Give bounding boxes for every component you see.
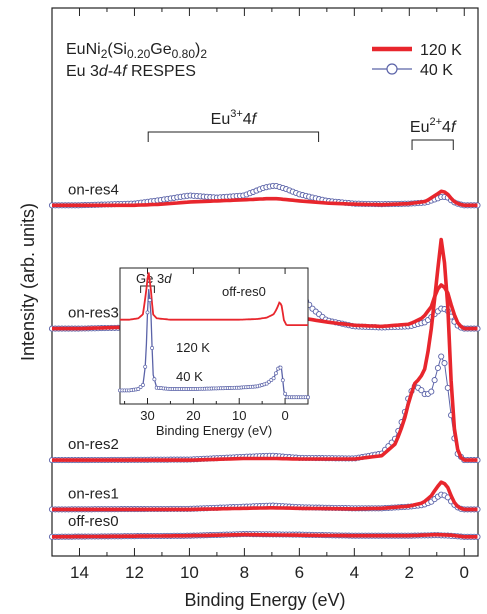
- inset-series-point-40-k: [271, 376, 276, 381]
- inset-x-tick-label: 0: [281, 408, 288, 423]
- inset-series-line-120-k: [120, 272, 308, 326]
- spectrum-label-on-res3: on-res3: [68, 305, 119, 322]
- series-120k-line-on-res2: [52, 237, 478, 462]
- inset-series-point-40-k: [283, 391, 288, 396]
- inset-x-axis-label: Binding Energy (eV): [156, 423, 272, 438]
- inset-series-point-40-k: [306, 395, 310, 400]
- series-40k-point: [441, 360, 448, 367]
- inset-frame: [119, 267, 309, 405]
- eu2-bracket-line: [411, 139, 454, 150]
- inset-series-point-40-k: [147, 298, 152, 303]
- inset-x-tick-label: 20: [186, 408, 200, 423]
- spectrum-label-off-res0: off-res0: [68, 513, 119, 530]
- inset-series-label-40-k: 40 K: [176, 369, 203, 384]
- series-40k-point: [438, 353, 445, 360]
- inset-series-point-40-k: [143, 364, 148, 369]
- y-axis-label: Intensity (arb. units): [18, 203, 38, 361]
- series-120k-line-on-res1: [52, 480, 478, 512]
- inset-series-label-120-k: 120 K: [176, 340, 210, 355]
- chart-title-line1: EuNi2(Si0.20Ge0.80)2: [66, 41, 207, 61]
- series-40k-point: [431, 377, 438, 384]
- inset-series-point-40-k: [145, 310, 150, 315]
- legend-marker-40k: [386, 63, 398, 75]
- x-tick-label: 2: [405, 563, 414, 582]
- series-120k-line-off-res0: [52, 532, 478, 539]
- series-40k-point: [444, 384, 451, 391]
- spectrum-label-on-res4: on-res4: [68, 181, 119, 198]
- eu2-bracket-label: Eu2+4f: [410, 116, 457, 136]
- x-tick-label: 6: [295, 563, 304, 582]
- inset-series-point-40-k: [140, 383, 145, 387]
- x-axis-label: Binding Energy (eV): [184, 590, 345, 610]
- inset-series-point-40-k: [280, 378, 285, 383]
- chart-title-line2: Eu 3d-4f RESPES: [66, 63, 196, 80]
- spectrum-label-on-res1: on-res1: [68, 485, 119, 502]
- series-40k-point: [428, 388, 435, 395]
- ge3d-bracket-label: Ge 3d: [136, 271, 172, 286]
- inset-series-point-40-k: [273, 371, 278, 376]
- inset-x-tick-label: 10: [232, 408, 246, 423]
- inset-series-point-40-k: [278, 365, 283, 370]
- plot-frame: [51, 7, 479, 557]
- series-40k-point: [418, 387, 425, 394]
- inset-series-point-40-k: [152, 377, 157, 382]
- legend-label-40k: 40 K: [420, 62, 453, 79]
- inset-x-tick-label: 30: [140, 408, 154, 423]
- legend-label-120k: 120 K: [420, 42, 462, 59]
- eu3-bracket-line: [147, 131, 320, 142]
- inset-annotation: off-res0: [222, 284, 266, 299]
- series-40k-point: [434, 364, 441, 372]
- eu3-bracket-label: Eu3+4f: [211, 108, 258, 128]
- spectrum-label-on-res2: on-res2: [68, 436, 119, 453]
- x-tick-label: 4: [350, 563, 359, 582]
- series-120k-line-on-res4: [52, 189, 478, 208]
- x-tick-label: 0: [460, 563, 469, 582]
- x-tick-label: 8: [240, 563, 249, 582]
- inset-series-point-40-k: [150, 346, 155, 350]
- x-tick-label: 10: [180, 563, 199, 582]
- x-tick-label: 12: [125, 563, 144, 582]
- x-tick-label: 14: [70, 563, 89, 582]
